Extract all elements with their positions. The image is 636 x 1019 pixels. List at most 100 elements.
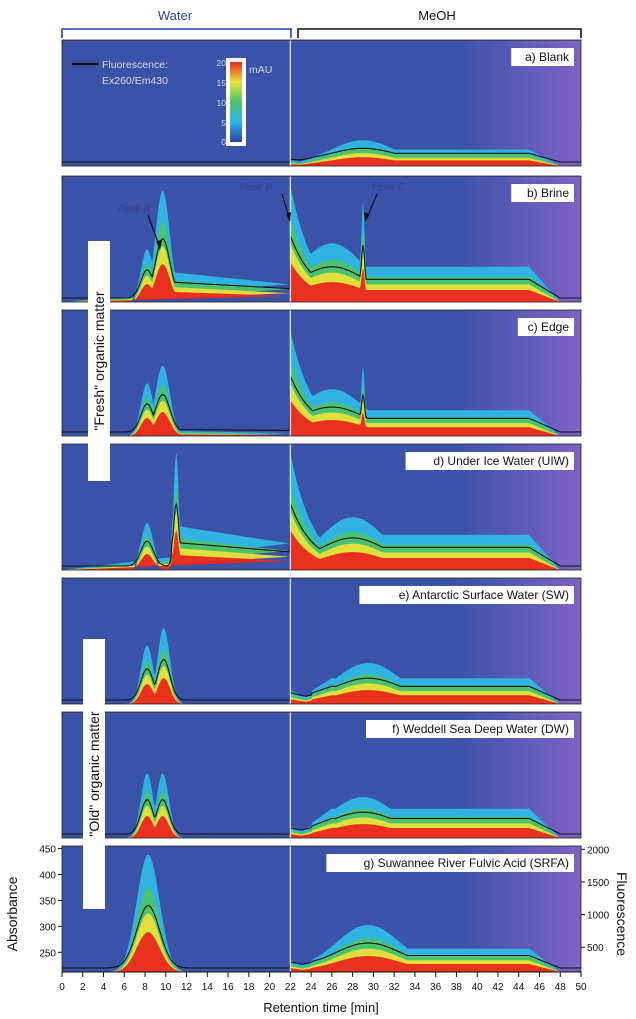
- x-tick-label: 36: [430, 982, 442, 993]
- panel-border: [61, 443, 582, 571]
- x-tick-label: 28: [347, 982, 359, 993]
- panel-plot-area: [62, 452, 581, 570]
- meoh-phase-label: MeOH: [418, 8, 456, 23]
- x-tick-label: 8: [142, 982, 148, 993]
- mid-intensity-band: [62, 217, 581, 302]
- panel-stack: a) Blank b) Brine c) Edge d) Under Ice Wate…: [61, 39, 582, 973]
- x-tick-label: 22: [285, 982, 297, 993]
- max-intensity-band: [62, 678, 581, 704]
- panel-label: a) Blank: [525, 50, 570, 64]
- absorbance-tick-label: 400: [39, 871, 56, 882]
- x-tick-label: 32: [389, 982, 401, 993]
- panel-label-box: [366, 720, 574, 738]
- meoh-bracket: [297, 28, 582, 38]
- colorbar-title: mAU: [249, 64, 272, 76]
- fluorescence-axis: 500 1000 1500 2000: [581, 845, 610, 954]
- panel-label-box: [359, 586, 574, 604]
- fluorescence-tick-label: 1500: [587, 878, 610, 889]
- x-tick-label: 16: [223, 982, 235, 993]
- colorbar-tick: 10: [217, 98, 227, 108]
- x-tick-label: 14: [202, 982, 214, 993]
- colorbar-tick: 5: [221, 118, 226, 128]
- absorbance-tick-label: 250: [39, 948, 56, 959]
- legend: Fluorescence: Ex260/Em430 mAU 20 15 10 5…: [72, 58, 272, 147]
- fluorescence-trace: [62, 658, 581, 701]
- old-organic-matter-label: "Old" organic matter: [83, 639, 105, 909]
- low-intensity-band: [62, 627, 581, 704]
- x-tick-label: 46: [534, 982, 546, 993]
- x-tick-label: 42: [492, 982, 504, 993]
- max-intensity-band: [62, 932, 581, 972]
- panel-label: g) Suwannee River Fulvic Acid (SRFA): [364, 856, 569, 870]
- panel-label: e) Antarctic Surface Water (SW): [399, 588, 569, 602]
- mid-intensity-band: [62, 485, 581, 570]
- x-tick-label: 6: [121, 982, 127, 993]
- low-intensity-band: [62, 184, 581, 302]
- x-tick-label: 40: [472, 982, 484, 993]
- absorbance-tick-label: 300: [39, 922, 56, 933]
- peak-b-arrowhead: [286, 212, 291, 222]
- legend-line-label-1: Fluorescence:: [102, 59, 168, 71]
- x-tick-label: 44: [513, 982, 525, 993]
- panel-label-box: [517, 318, 574, 336]
- x-tick-label: 10: [160, 982, 172, 993]
- panel-label-box: [511, 48, 574, 66]
- panel-border: [61, 711, 582, 839]
- panel-plot-area: [62, 330, 581, 436]
- x-tick-label: 50: [575, 982, 587, 993]
- absorbance-axis: 250 300 350 400 450: [39, 845, 62, 959]
- chromatogram-panel: a) Blank: [61, 39, 582, 167]
- high-intensity-band: [62, 243, 581, 302]
- x-tick-label: 34: [409, 982, 421, 993]
- water-phase-label: Water: [158, 8, 193, 23]
- x-tick-label: 24: [306, 982, 318, 993]
- panel-border: [61, 309, 582, 437]
- chromatogram-panel: b) Brine: [61, 175, 582, 303]
- phase-header: Water MeOH: [61, 8, 582, 38]
- absorbance-axis-title: Absorbance: [4, 876, 20, 951]
- panel-plot-area: [62, 184, 581, 302]
- chromatogram-panel: g) Suwannee River Fulvic Acid (SRFA): [61, 845, 582, 973]
- legend-line-label-2: Ex260/Em430: [102, 75, 168, 87]
- chromatogram-panel: d) Under Ice Water (UIW): [61, 443, 582, 571]
- x-tick-label: 12: [181, 982, 193, 993]
- x-tick-label: 0: [59, 982, 65, 993]
- fluorescence-trace: [62, 905, 581, 969]
- panel-label-box: [405, 452, 574, 470]
- colorbar-tick: 0: [221, 137, 226, 147]
- x-tick-label: 18: [243, 982, 255, 993]
- peak-a-label: Peak A: [118, 204, 150, 215]
- colorbar: [230, 62, 242, 142]
- max-intensity-band: [62, 530, 581, 570]
- fluorescence-axis-title: Fluorescence: [614, 872, 630, 956]
- peak-c-arrowhead: [364, 212, 370, 222]
- absorbance-tick-label: 450: [39, 845, 56, 856]
- chromatogram-panel: c) Edge: [61, 309, 582, 437]
- panel-plot-area: [62, 773, 581, 838]
- chromatogram-panel: e) Antarctic Surface Water (SW): [61, 577, 582, 705]
- panel-label-box: [511, 184, 574, 202]
- x-axis-title: Retention time [min]: [263, 1000, 379, 1015]
- panel-plot-area: [62, 140, 581, 166]
- x-tick-label: 2: [80, 982, 86, 993]
- absorbance-tick-label: 350: [39, 896, 56, 907]
- mid-intensity-band: [62, 649, 581, 704]
- x-tick-label: 26: [326, 982, 338, 993]
- fresh-organic-matter-label: "Fresh" organic matter: [88, 241, 110, 481]
- panel-border: [61, 39, 582, 167]
- fluorescence-trace: [62, 235, 581, 299]
- panel-border: [61, 175, 582, 303]
- peak-annotations: Peak A Peak B Peak C: [118, 182, 406, 250]
- high-intensity-band: [62, 665, 581, 704]
- panel-label: d) Under Ice Water (UIW): [433, 454, 569, 468]
- x-tick-label: 30: [368, 982, 380, 993]
- colorbar-tick: 15: [217, 78, 227, 88]
- max-intensity-band: [62, 262, 581, 302]
- fluorescence-tick-label: 1000: [587, 911, 610, 922]
- panel-border: [61, 577, 582, 705]
- fluorescence-tick-label: 500: [587, 943, 604, 954]
- panel-plot-area: [62, 854, 581, 972]
- peak-c-label: Peak C: [372, 182, 406, 193]
- colorbar-tick: 20: [217, 58, 227, 68]
- peak-b-label: Peak B: [240, 182, 273, 193]
